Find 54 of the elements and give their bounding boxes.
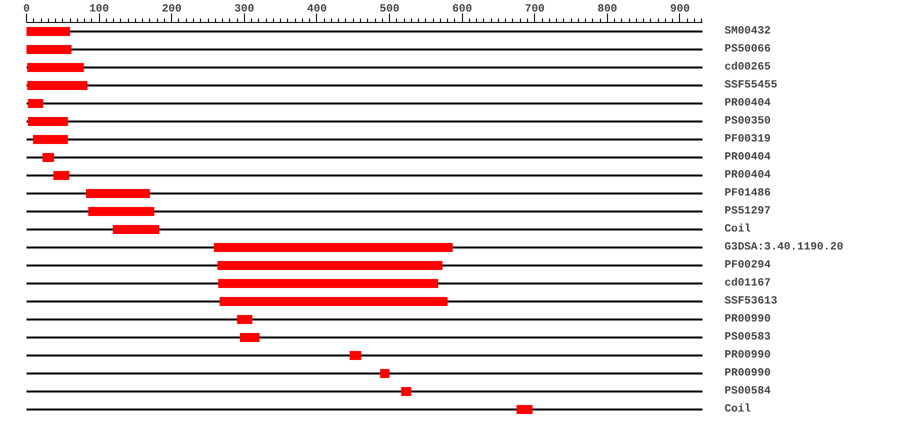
bar bbox=[218, 279, 438, 288]
x-tick-label: 100 bbox=[89, 4, 110, 16]
y-tick-label: PS00583 bbox=[724, 332, 772, 344]
x-tick-label: 0 bbox=[23, 4, 30, 16]
y-tick-label: PS00350 bbox=[724, 116, 771, 128]
x-tick-label: 200 bbox=[162, 4, 182, 16]
x-tick-label: 400 bbox=[307, 4, 327, 16]
bar bbox=[240, 333, 260, 342]
y-tick-label: PF00319 bbox=[724, 134, 771, 146]
y-tick-label: PR00990 bbox=[724, 314, 771, 326]
x-tick-label: 600 bbox=[452, 4, 472, 16]
y-tick-label: SM00432 bbox=[724, 26, 771, 38]
x-tick-label: 700 bbox=[524, 4, 545, 16]
y-tick-label: cd01167 bbox=[724, 278, 771, 290]
y-tick-label: PR00404 bbox=[724, 170, 772, 182]
x-tick-label: 300 bbox=[234, 4, 254, 16]
bar bbox=[217, 261, 443, 270]
bar bbox=[237, 315, 252, 324]
y-tick-label: SSF53613 bbox=[724, 296, 778, 308]
y-tick-label: PS51297 bbox=[724, 206, 771, 218]
y-tick-label: PR00990 bbox=[724, 350, 771, 362]
bar bbox=[28, 99, 44, 108]
bar bbox=[28, 117, 68, 126]
bar bbox=[86, 189, 150, 198]
y-tick-label: PR00990 bbox=[724, 368, 771, 380]
y-tick-label: PF00294 bbox=[724, 260, 772, 272]
y-tick-label: G3DSA:3.40.1190.20 bbox=[724, 242, 844, 254]
bar bbox=[53, 171, 70, 180]
y-tick-label: PS00584 bbox=[724, 386, 772, 398]
y-tick-label: PR00404 bbox=[724, 98, 772, 110]
bar bbox=[516, 405, 533, 414]
x-tick-label: 800 bbox=[597, 4, 618, 16]
y-tick-label: PS50066 bbox=[724, 44, 771, 56]
y-tick-label: Coil bbox=[724, 404, 752, 416]
bar bbox=[88, 207, 154, 216]
y-tick-label: cd00265 bbox=[724, 62, 772, 74]
bar bbox=[27, 63, 84, 72]
x-tick-label: 900 bbox=[670, 4, 690, 16]
bar bbox=[214, 243, 453, 252]
bar bbox=[27, 81, 88, 90]
y-tick-label: PF01486 bbox=[724, 188, 771, 200]
bar bbox=[401, 387, 412, 396]
y-tick-label: SSF55455 bbox=[724, 80, 778, 92]
y-tick-label: Coil bbox=[724, 224, 752, 236]
bar bbox=[350, 351, 362, 360]
bar bbox=[220, 297, 448, 306]
bar bbox=[42, 153, 54, 162]
x-tick-label: 500 bbox=[380, 4, 400, 16]
y-tick-label: PR00404 bbox=[724, 152, 772, 164]
bar bbox=[33, 135, 68, 144]
bar bbox=[380, 369, 390, 378]
bar bbox=[26, 27, 70, 36]
bar bbox=[26, 45, 72, 54]
bar bbox=[112, 225, 160, 234]
